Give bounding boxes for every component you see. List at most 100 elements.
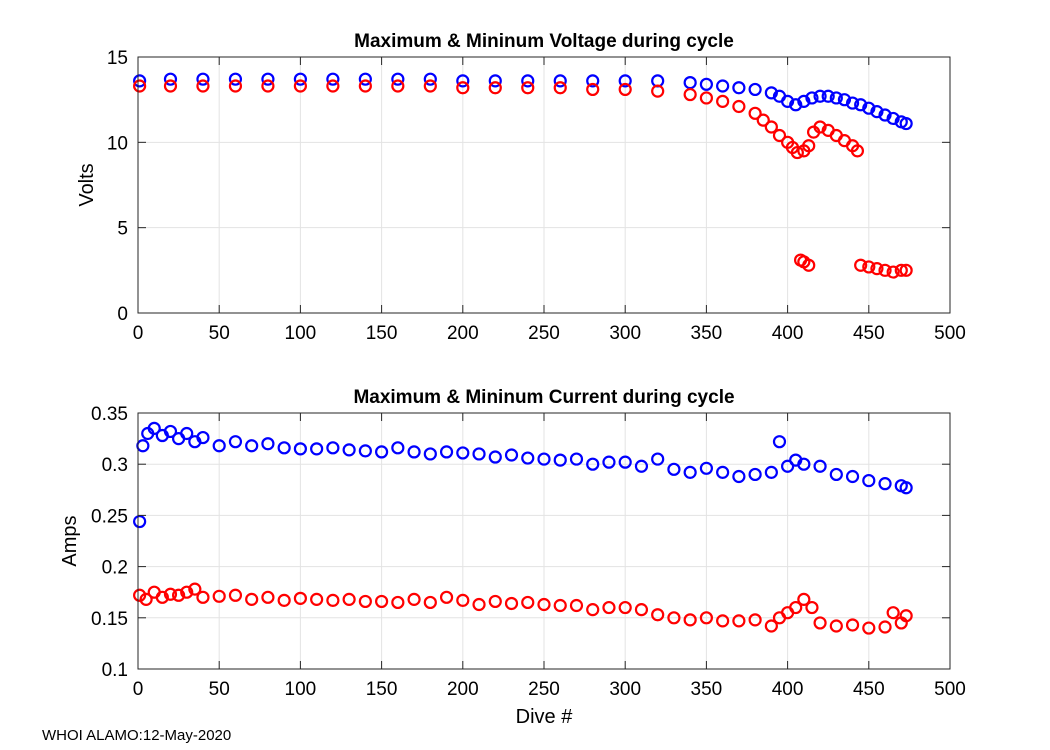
maximum-data-point xyxy=(456,74,470,88)
minimum-data-point xyxy=(228,588,243,602)
minimum-data-point xyxy=(521,595,535,610)
x-tick-label: 150 xyxy=(366,323,398,344)
maximum-data-point xyxy=(569,452,584,466)
minimum-data-point xyxy=(391,595,405,610)
maximum-data-point xyxy=(521,451,535,465)
minimum-data-point xyxy=(133,588,147,602)
maximum-data-point xyxy=(245,439,259,453)
maximum-data-point xyxy=(699,77,714,91)
maximum-data-point xyxy=(837,93,852,107)
x-tick-label: 0 xyxy=(133,323,144,344)
maximum-data-point xyxy=(886,111,900,126)
maximum-data-point xyxy=(391,441,405,455)
x-tick-label: 500 xyxy=(934,679,966,700)
minimum-data-point xyxy=(894,263,908,277)
minimum-data-point xyxy=(764,120,778,134)
minimum-data-point xyxy=(407,592,421,606)
minimum-data-point xyxy=(586,603,600,617)
minimum-data-point xyxy=(293,79,307,93)
maximum-data-point xyxy=(748,467,762,482)
maximum-data-point xyxy=(553,453,567,467)
minimum-data-point xyxy=(488,594,502,609)
minimum-data-point xyxy=(456,81,470,95)
maximum-data-point xyxy=(618,74,632,88)
y-tick-label: 0.35 xyxy=(91,404,128,425)
minimum-data-point xyxy=(586,82,600,97)
minimum-data-point xyxy=(813,120,827,134)
maximum-data-point xyxy=(391,72,405,86)
current-panel: 0 50 100 150 200 250 300 350 400 450 500 0.1 0.15 0.2… xyxy=(59,387,966,728)
maximum-data-point xyxy=(261,437,275,451)
minimum-data-point xyxy=(358,594,372,609)
current-x-axis-label: Dive # xyxy=(516,706,574,728)
maximum-data-point xyxy=(797,457,811,471)
minimum-data-point xyxy=(439,590,454,604)
minimum-data-point xyxy=(293,591,307,605)
maximum-data-point xyxy=(133,74,147,88)
maximum-data-point xyxy=(133,514,147,529)
maximum-data-point xyxy=(683,465,697,479)
maximum-data-point xyxy=(439,445,454,459)
maximum-data-point xyxy=(537,452,551,466)
maximum-data-point xyxy=(163,72,178,86)
maximum-data-point xyxy=(899,481,913,495)
maximum-data-point xyxy=(854,98,868,112)
x-tick-label: 300 xyxy=(609,679,641,700)
maximum-data-point xyxy=(586,457,600,471)
minimum-data-point xyxy=(602,600,616,615)
maximum-data-point xyxy=(821,89,835,103)
minimum-data-point xyxy=(634,603,649,617)
current-y-axis-label: Amps xyxy=(59,515,81,566)
maximum-data-point xyxy=(423,72,437,86)
minimum-data-point xyxy=(456,593,470,607)
maximum-data-point xyxy=(212,439,226,453)
maximum-data-point xyxy=(716,465,730,479)
maximum-data-point xyxy=(456,446,470,460)
y-tick-label: 15 xyxy=(107,48,128,69)
maximum-data-point xyxy=(732,81,746,95)
minimum-data-point xyxy=(716,614,730,628)
maximum-data-point xyxy=(870,105,884,119)
minimum-data-point xyxy=(651,608,665,622)
minimum-data-point xyxy=(699,91,714,105)
maximum-data-point xyxy=(375,445,389,459)
minimum-data-point xyxy=(391,79,405,93)
minimum-data-point xyxy=(310,592,324,606)
maximum-data-point xyxy=(772,435,787,449)
maximum-data-point xyxy=(488,74,502,88)
minimum-data-point xyxy=(789,600,803,615)
minimum-data-point xyxy=(163,79,178,93)
maximum-data-point xyxy=(748,82,762,97)
minimum-data-point xyxy=(196,79,210,93)
minimum-data-point xyxy=(569,598,584,613)
x-tick-label: 150 xyxy=(366,679,398,700)
maximum-data-point xyxy=(716,79,730,93)
maximum-data-point xyxy=(845,96,860,110)
minimum-data-point xyxy=(899,263,913,277)
minimum-data-point xyxy=(245,592,259,606)
maximum-data-point xyxy=(764,465,778,479)
voltage-chart-title: Maximum & Mininum Voltage during cycle xyxy=(354,31,734,52)
minimum-data-point xyxy=(850,144,865,158)
x-tick-label: 200 xyxy=(447,679,479,700)
maximum-data-point xyxy=(488,450,502,464)
minimum-data-point xyxy=(790,145,804,160)
minimum-data-point xyxy=(651,84,665,98)
minimum-data-point xyxy=(748,613,762,627)
maximum-data-point xyxy=(196,430,210,445)
minimum-data-point xyxy=(553,598,567,613)
minimum-data-point xyxy=(472,597,486,612)
maximum-data-point xyxy=(732,469,746,484)
maximum-data-point xyxy=(586,74,600,88)
maximum-data-point xyxy=(407,445,421,459)
maximum-data-point xyxy=(423,447,437,461)
maximum-data-point xyxy=(845,469,860,484)
minimum-data-point xyxy=(862,260,876,274)
minimum-data-point xyxy=(261,79,275,93)
minimum-data-point xyxy=(899,609,913,623)
minimum-data-point xyxy=(886,265,900,279)
minimum-data-point xyxy=(683,87,697,102)
minimum-data-point xyxy=(829,619,843,633)
minimum-data-point xyxy=(683,613,697,627)
